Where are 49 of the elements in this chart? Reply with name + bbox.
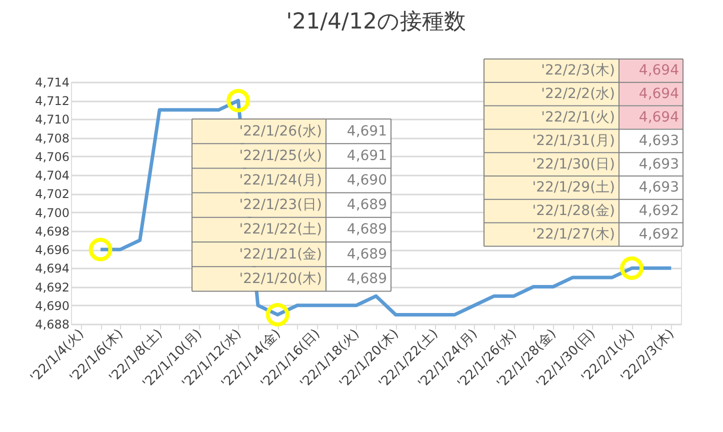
annotation: 4,694	[638, 110, 680, 126]
annotation: '22/1/21(金)	[239, 246, 322, 262]
annotation: 4,689	[346, 270, 387, 287]
annotation: '22/1/27(木)	[532, 226, 615, 242]
annotation: '22/1/24(月)	[239, 172, 322, 188]
text: 4,694	[638, 62, 680, 79]
y-tick-label: 4,710	[35, 112, 70, 127]
y-tick-label: 4,690	[35, 298, 70, 313]
annotation: '22/1/20(木)	[239, 270, 322, 287]
y-tick-label: 4,702	[35, 187, 70, 202]
annotation: '22/1/26(水)	[239, 123, 322, 140]
y-tick-label: 4,714	[35, 76, 70, 90]
annotation: '22/2/2(水)	[541, 86, 615, 102]
annotation: '22/2/1(火)	[541, 110, 615, 126]
annotation: 4,692	[638, 226, 679, 242]
y-tick-label: 4,708	[35, 131, 70, 146]
y-tick-label: 4,696	[35, 243, 70, 258]
y-tick-label: 4,698	[35, 224, 70, 238]
annotation: 4,689	[346, 222, 387, 238]
point	[620, 256, 644, 280]
y-tick-label: 4,692	[35, 280, 70, 294]
annotation: '22/1/29(土)	[532, 180, 615, 196]
annotation: '22/1/23(日)	[239, 197, 322, 214]
text: '22/2/3(木)	[541, 62, 615, 79]
point	[88, 238, 112, 262]
annotation: 4,689	[346, 246, 387, 262]
annotation: 4,693	[638, 180, 679, 196]
y-tick-label: 4,706	[35, 150, 70, 164]
annotation: '22/1/31(月)	[532, 132, 615, 149]
annotation: 4,693	[638, 156, 679, 172]
annotation: '22/1/30(日)	[532, 156, 615, 172]
y-tick-label: 4,704	[35, 168, 70, 183]
y-tick-label: 4,694	[35, 262, 70, 276]
annotation: '22/1/28(金)	[532, 203, 615, 220]
point	[266, 302, 290, 326]
annotation: 4,690	[346, 172, 387, 188]
annotation: 4,689	[346, 197, 387, 214]
annotation: 4,692	[638, 203, 679, 220]
y-tick-label: 4,688	[35, 318, 70, 332]
chart-title: '21/4/12の接種数	[286, 10, 466, 34]
annotation: 4,691	[346, 148, 387, 164]
annotation: '22/1/22(土)	[239, 222, 322, 238]
annotation: 4,694	[638, 86, 680, 102]
annotation: 4,691	[346, 123, 387, 140]
y-tick-label: 4,712	[35, 94, 70, 108]
annotation: '22/1/25(火)	[239, 148, 322, 164]
annotation: 4,693	[638, 132, 679, 149]
point	[226, 88, 250, 112]
y-tick-label: 4,700	[35, 206, 70, 220]
